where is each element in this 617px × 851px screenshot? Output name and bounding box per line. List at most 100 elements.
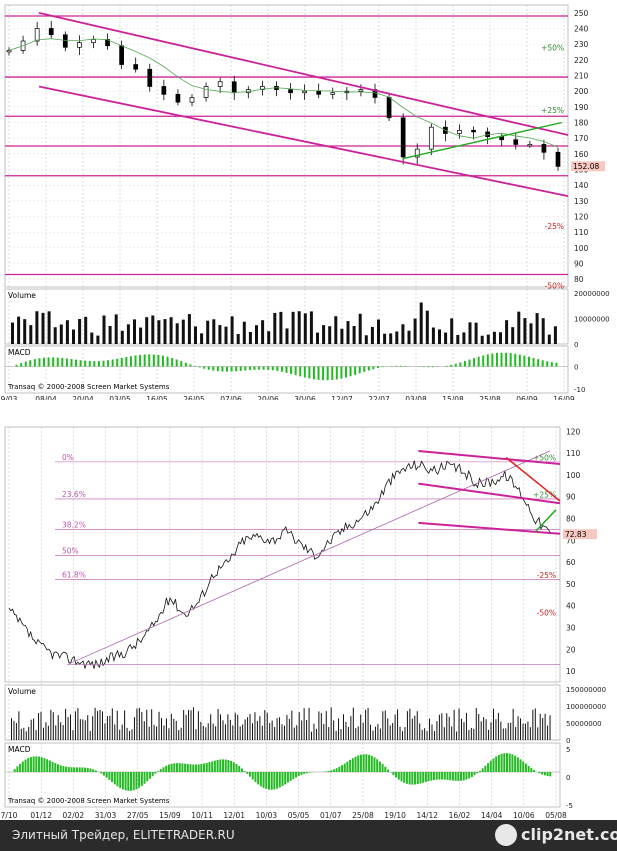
volume-bar (170, 713, 172, 740)
volume-bar (301, 720, 303, 740)
macd-histogram-bar (198, 366, 201, 368)
volume-bar (90, 332, 94, 344)
volume-bar (520, 718, 522, 740)
volume-bar (485, 719, 487, 740)
candle-body (77, 42, 82, 48)
macd-histogram-bar (24, 361, 27, 367)
macd-histogram-bar (416, 772, 419, 785)
macd-histogram-bar (189, 364, 192, 367)
macd-histogram-bar (419, 772, 422, 784)
macd-histogram-bar (377, 366, 379, 369)
macd-histogram-bar (89, 768, 92, 772)
volume-bar (377, 319, 380, 344)
macd-histogram-bar (254, 772, 257, 783)
macd-histogram-bar (221, 759, 224, 772)
volume-bar (404, 727, 406, 740)
volume-bar (309, 311, 313, 344)
macd-histogram-bar (102, 360, 105, 367)
fibonacci-label: 23.6% (62, 490, 86, 499)
volume-bar (298, 712, 300, 740)
volume-tick-label: 0 (574, 341, 578, 349)
price-panel-frame (4, 426, 561, 683)
candle-body (457, 129, 462, 134)
macd-histogram-bar (373, 757, 376, 772)
macd-histogram-bar (178, 763, 181, 772)
macd-panel-title: MACD (8, 745, 31, 754)
macd-histogram-bar (354, 756, 357, 772)
macd-histogram-bar (500, 352, 503, 367)
macd-histogram-bar (505, 352, 508, 367)
volume-bar (202, 725, 204, 740)
macd-histogram-bar (194, 365, 196, 367)
macd-histogram-bar (430, 772, 433, 781)
macd-histogram-bar (518, 354, 521, 367)
macd-histogram-bar (230, 760, 233, 772)
volume-bar (169, 317, 173, 344)
macd-histogram-bar (384, 766, 387, 772)
macd-histogram-bar (125, 356, 128, 367)
macd-histogram-bar (427, 772, 430, 782)
macd-histogram-bar (62, 766, 65, 772)
volume-bar (248, 331, 252, 344)
macd-histogram-bar (51, 761, 54, 772)
volume-bar (281, 724, 283, 740)
macd-histogram-bar (514, 755, 517, 772)
volume-bar (389, 333, 393, 344)
macd-histogram-bar (359, 754, 362, 772)
trend-channel-lower (38, 85, 569, 198)
volume-bar (197, 711, 199, 740)
macd-histogram-bar (157, 354, 160, 367)
macd-histogram-bar (70, 359, 73, 367)
volume-bar (392, 723, 394, 740)
macd-histogram-bar (16, 766, 19, 772)
volume-bar (96, 335, 100, 344)
candle-body (62, 34, 68, 48)
macd-histogram-bar (148, 354, 151, 367)
volume-bar (285, 328, 289, 344)
macd-histogram-bar (224, 759, 227, 772)
volume-bar (438, 329, 441, 344)
macd-histogram-bar (235, 366, 238, 372)
date-tick-label: 10/06 (513, 811, 535, 820)
price-tick-label: 210 (574, 72, 589, 81)
volume-bar (357, 726, 359, 740)
volume-bar (143, 721, 145, 740)
macd-histogram-bar (303, 366, 306, 378)
date-tick-label: 07/06 (220, 395, 242, 400)
macd-histogram-bar (124, 772, 127, 791)
volume-tick-label: 150000000 (566, 686, 606, 694)
macd-histogram-bar (341, 765, 344, 772)
volume-bar (458, 708, 460, 740)
macd-histogram-bar (338, 766, 341, 772)
macd-histogram-bar (54, 763, 57, 772)
macd-histogram-bar (159, 769, 162, 772)
macd-histogram-bar (148, 772, 151, 779)
date-tick-label: 10/03 (256, 811, 278, 820)
moving-average-line (8, 38, 559, 148)
date-tick-label: 22/07 (368, 395, 390, 400)
volume-bar (23, 727, 25, 740)
volume-bar (53, 327, 57, 344)
macd-histogram-bar (349, 366, 352, 377)
volume-bar (239, 726, 241, 740)
macd-histogram-bar (119, 772, 122, 789)
clip2net-logo[interactable]: clip2net.com (495, 822, 617, 848)
volume-bar (25, 731, 27, 740)
macd-histogram-bar (143, 354, 146, 367)
macd-histogram-bar (184, 763, 187, 772)
volume-bar (11, 718, 12, 740)
candle-body (358, 89, 364, 92)
macd-histogram-bar (324, 771, 327, 772)
macd-histogram-bar (286, 772, 289, 783)
macd-histogram-bar (476, 772, 479, 774)
macd-histogram-bar (297, 772, 300, 777)
volume-bar (444, 332, 448, 344)
volume-tick-label: 50000000 (566, 720, 602, 728)
candle-body (288, 89, 293, 94)
volume-bar (426, 730, 428, 740)
macd-histogram-bar (546, 361, 549, 367)
volume-bar (384, 710, 386, 740)
volume-bar (347, 726, 349, 740)
macd-histogram-bar (335, 768, 338, 772)
last-price-label: 152.08 (573, 162, 599, 171)
